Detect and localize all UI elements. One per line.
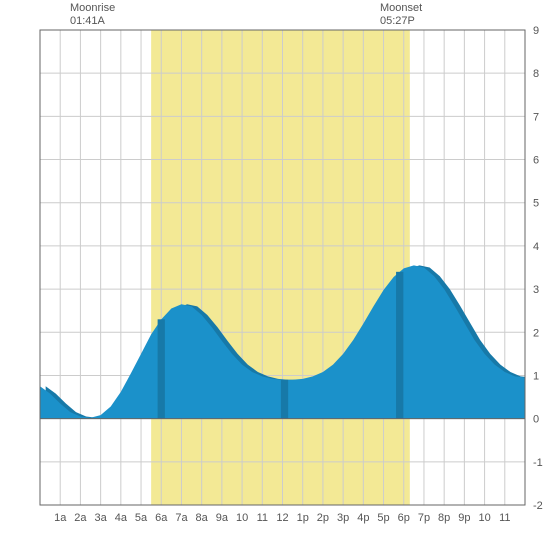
- svg-text:9p: 9p: [458, 512, 470, 524]
- svg-text:4: 4: [533, 241, 539, 253]
- svg-text:5p: 5p: [377, 512, 389, 524]
- svg-text:3a: 3a: [95, 512, 108, 524]
- moonrise-label: Moonrise 01:41A: [70, 2, 115, 28]
- svg-text:4p: 4p: [357, 512, 369, 524]
- svg-text:-2: -2: [533, 500, 543, 512]
- svg-text:7: 7: [533, 111, 539, 123]
- svg-text:6p: 6p: [398, 512, 410, 524]
- svg-text:10: 10: [478, 512, 490, 524]
- tide-chart: Moonrise 01:41A Moonset 05:27P 1a2a3a4a5…: [0, 0, 550, 550]
- moonset-time: 05:27P: [380, 15, 415, 27]
- svg-text:5a: 5a: [135, 512, 148, 524]
- svg-text:3p: 3p: [337, 512, 349, 524]
- svg-text:2a: 2a: [74, 512, 87, 524]
- svg-text:3: 3: [533, 284, 539, 296]
- svg-text:-1: -1: [533, 457, 543, 469]
- svg-text:8a: 8a: [196, 512, 209, 524]
- svg-text:7p: 7p: [418, 512, 430, 524]
- svg-text:1p: 1p: [297, 512, 309, 524]
- svg-text:8: 8: [533, 68, 539, 80]
- svg-text:2: 2: [533, 327, 539, 339]
- svg-text:6: 6: [533, 155, 539, 167]
- svg-text:9a: 9a: [216, 512, 229, 524]
- svg-text:2p: 2p: [317, 512, 329, 524]
- svg-text:1: 1: [533, 370, 539, 382]
- svg-text:7a: 7a: [175, 512, 188, 524]
- moonrise-time: 01:41A: [70, 15, 105, 27]
- svg-text:11: 11: [257, 512, 268, 524]
- svg-text:5: 5: [533, 198, 539, 210]
- svg-text:6a: 6a: [155, 512, 168, 524]
- svg-text:11: 11: [499, 512, 510, 524]
- svg-text:9: 9: [533, 25, 539, 37]
- moonrise-title: Moonrise: [70, 2, 115, 14]
- moonset-title: Moonset: [380, 2, 422, 14]
- svg-text:12: 12: [276, 512, 288, 524]
- moonset-label: Moonset 05:27P: [380, 2, 422, 28]
- svg-text:8p: 8p: [438, 512, 450, 524]
- chart-svg: 1a2a3a4a5a6a7a8a9a1011121p2p3p4p5p6p7p8p…: [0, 0, 550, 550]
- svg-text:1a: 1a: [54, 512, 67, 524]
- svg-text:0: 0: [533, 414, 539, 426]
- svg-text:10: 10: [236, 512, 248, 524]
- svg-text:4a: 4a: [115, 512, 128, 524]
